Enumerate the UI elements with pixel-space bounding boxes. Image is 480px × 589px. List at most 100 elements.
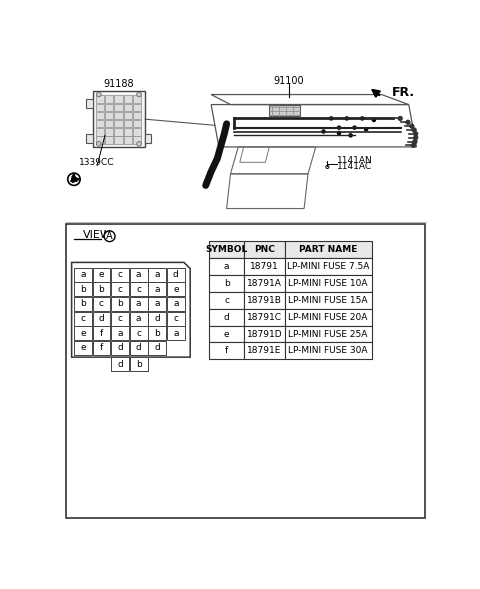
Text: a: a [117,329,123,337]
Text: SYMBOL: SYMBOL [205,245,248,254]
Circle shape [353,126,356,129]
Bar [148,312,166,326]
Text: c: c [136,285,141,294]
Bar [105,95,113,102]
Text: c: c [136,329,141,337]
Bar [130,341,147,355]
Bar [244,292,285,309]
Circle shape [411,144,415,147]
Text: 18791A: 18791A [247,279,282,287]
Circle shape [137,92,142,97]
Bar [209,326,244,342]
Text: d: d [173,270,179,279]
Text: d: d [136,343,142,352]
Text: a: a [136,314,142,323]
Bar [130,357,147,371]
Bar [111,341,129,355]
Text: a: a [155,270,160,279]
Bar [74,297,92,311]
Text: FR.: FR. [392,86,415,99]
Bar [93,312,110,326]
Circle shape [413,140,417,144]
Text: a: a [173,299,179,309]
Bar [96,112,104,119]
Text: c: c [224,296,229,305]
Circle shape [330,117,333,120]
Bar [86,134,93,143]
Text: e: e [224,329,229,339]
Bar [133,95,142,102]
Text: c: c [80,314,85,323]
Text: LP-MINI FUSE 30A: LP-MINI FUSE 30A [288,346,368,355]
Bar [114,120,123,127]
Text: c: c [118,270,122,279]
Bar [114,128,123,135]
Bar [285,241,372,258]
Bar [244,309,285,326]
Text: 1141AC: 1141AC [337,163,372,171]
Bar [123,120,132,127]
Text: c: c [173,314,179,323]
Text: a: a [224,262,229,271]
Circle shape [337,131,340,135]
Bar [244,326,285,342]
Bar [148,326,166,340]
Text: e: e [80,343,85,352]
Bar [133,137,142,144]
Text: d: d [224,313,229,322]
Bar [285,326,372,342]
Circle shape [398,117,402,120]
Circle shape [414,135,418,140]
Bar [133,104,142,111]
Bar [244,258,285,274]
Circle shape [349,134,352,137]
Bar [209,342,244,359]
Bar [96,120,104,127]
Text: 18791: 18791 [250,262,279,271]
Bar [74,283,92,296]
Text: 18791C: 18791C [247,313,282,322]
Bar [130,268,147,282]
Bar [133,128,142,135]
Text: PART NAME: PART NAME [299,245,357,254]
Bar [105,128,113,135]
Bar [96,128,104,135]
Text: d: d [117,359,123,369]
Text: b: b [117,299,123,309]
Bar [86,99,93,108]
Bar [244,274,285,292]
Text: e: e [80,329,85,337]
Bar [209,309,244,326]
Text: a: a [136,270,142,279]
Bar [285,342,372,359]
Bar [167,283,185,296]
Text: c: c [118,314,122,323]
Bar [167,268,185,282]
Text: LP-MINI FUSE 15A: LP-MINI FUSE 15A [288,296,368,305]
Text: 1141AN: 1141AN [337,156,373,166]
Bar [111,297,129,311]
Text: 91188: 91188 [104,79,134,89]
Text: c: c [118,285,122,294]
Circle shape [372,118,375,121]
Bar [105,137,113,144]
Bar [123,95,132,102]
Text: b: b [80,299,86,309]
Bar [244,342,285,359]
Text: c: c [99,299,104,309]
Bar [285,309,372,326]
Bar [74,326,92,340]
Text: a: a [155,299,160,309]
Text: A: A [70,174,78,184]
Circle shape [410,124,414,128]
Bar [105,120,113,127]
Circle shape [137,141,142,146]
Bar [93,297,110,311]
Circle shape [68,173,80,186]
Bar [123,137,132,144]
Bar [133,120,142,127]
Text: LP-MINI FUSE 10A: LP-MINI FUSE 10A [288,279,368,287]
Bar [93,341,110,355]
Bar [133,112,142,119]
Bar [93,268,110,282]
